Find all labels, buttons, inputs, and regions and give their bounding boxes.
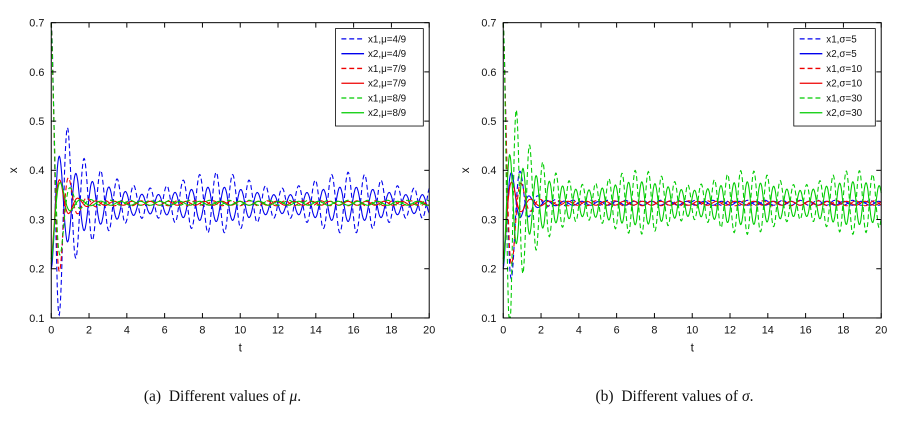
svg-text:12: 12: [724, 325, 736, 337]
svg-text:2: 2: [538, 325, 544, 337]
svg-text:x2,σ=5: x2,σ=5: [826, 49, 857, 60]
chart-a-canvas: 0 2 4 6 8 10 12 14 16 18 20 0.1 0.2 0.3 0.4 0.5 0.6 0.7 t x…: [5, 18, 435, 355]
svg-text:10: 10: [234, 325, 246, 337]
svg-text:x2,μ=7/9: x2,μ=7/9: [367, 79, 405, 90]
svg-text:6: 6: [613, 325, 619, 337]
chart-panel-a: 0 2 4 6 8 10 12 14 16 18 20 0.1 0.2 0.3 0.4 0.5 0.6 0.7 t x…: [4, 6, 442, 406]
svg-text:4: 4: [575, 325, 581, 337]
svg-text:16: 16: [347, 325, 359, 337]
caption-b-period: .: [749, 388, 754, 405]
svg-text:16: 16: [799, 325, 811, 337]
caption-b-marker: (b): [595, 388, 614, 405]
svg-text:x2,σ=10: x2,σ=10: [826, 79, 862, 90]
chart-b-caption: (b) Different values of σ.: [595, 388, 753, 406]
svg-text:x: x: [457, 167, 471, 173]
svg-text:t: t: [238, 340, 242, 354]
svg-text:0.3: 0.3: [29, 214, 44, 226]
svg-text:0.1: 0.1: [481, 313, 496, 325]
svg-text:6: 6: [161, 325, 167, 337]
svg-text:0.4: 0.4: [29, 165, 44, 177]
svg-text:x1,μ=7/9: x1,μ=7/9: [367, 64, 405, 75]
svg-text:0.5: 0.5: [481, 116, 496, 128]
svg-text:x2,μ=8/9: x2,μ=8/9: [367, 108, 405, 119]
caption-a-symbol: μ: [289, 388, 298, 405]
svg-text:4: 4: [123, 325, 129, 337]
svg-text:0.5: 0.5: [29, 116, 44, 128]
svg-text:2: 2: [86, 325, 92, 337]
svg-text:8: 8: [199, 325, 205, 337]
caption-b-text: Different values of: [621, 388, 739, 405]
svg-text:0.1: 0.1: [29, 313, 44, 325]
svg-text:18: 18: [837, 325, 849, 337]
svg-text:20: 20: [875, 325, 887, 337]
svg-text:14: 14: [761, 325, 773, 337]
svg-text:12: 12: [272, 325, 284, 337]
svg-text:18: 18: [385, 325, 397, 337]
svg-text:x1,σ=30: x1,σ=30: [826, 93, 862, 104]
svg-text:0: 0: [500, 325, 506, 337]
svg-text:x2,μ=4/9: x2,μ=4/9: [367, 49, 405, 60]
svg-text:0.7: 0.7: [29, 18, 44, 30]
svg-text:14: 14: [309, 325, 321, 337]
svg-text:0.2: 0.2: [481, 264, 496, 276]
svg-text:10: 10: [686, 325, 698, 337]
caption-a-period: .: [297, 388, 302, 405]
svg-text:t: t: [690, 340, 694, 354]
svg-text:x2,σ=30: x2,σ=30: [826, 108, 862, 119]
svg-text:0.2: 0.2: [29, 264, 44, 276]
svg-text:x1,μ=4/9: x1,μ=4/9: [367, 34, 405, 45]
chart-b-canvas: 0 2 4 6 8 10 12 14 16 18 20 0.1 0.2 0.3 0.4 0.5 0.6 0.7 t x…: [457, 18, 887, 355]
svg-text:x1,σ=5: x1,σ=5: [826, 34, 857, 45]
chart-panel-b: 0 2 4 6 8 10 12 14 16 18 20 0.1 0.2 0.3 0.4 0.5 0.6 0.7 t x…: [456, 6, 894, 406]
svg-text:0.4: 0.4: [481, 165, 496, 177]
svg-text:x1,μ=8/9: x1,μ=8/9: [367, 93, 405, 104]
caption-a-marker: (a): [143, 388, 162, 405]
svg-text:20: 20: [423, 325, 435, 337]
svg-text:0.3: 0.3: [481, 214, 496, 226]
svg-text:8: 8: [651, 325, 657, 337]
caption-a-text: Different values of: [168, 388, 286, 405]
caption-b-symbol: σ: [741, 388, 750, 405]
svg-text:0.6: 0.6: [29, 67, 44, 79]
svg-text:x1,σ=10: x1,σ=10: [826, 64, 862, 75]
chart-a-caption: (a) Different values of μ.: [144, 388, 301, 406]
svg-text:0.6: 0.6: [481, 67, 496, 79]
svg-text:x: x: [5, 167, 19, 173]
svg-text:0: 0: [48, 325, 54, 337]
svg-text:0.7: 0.7: [481, 18, 496, 30]
